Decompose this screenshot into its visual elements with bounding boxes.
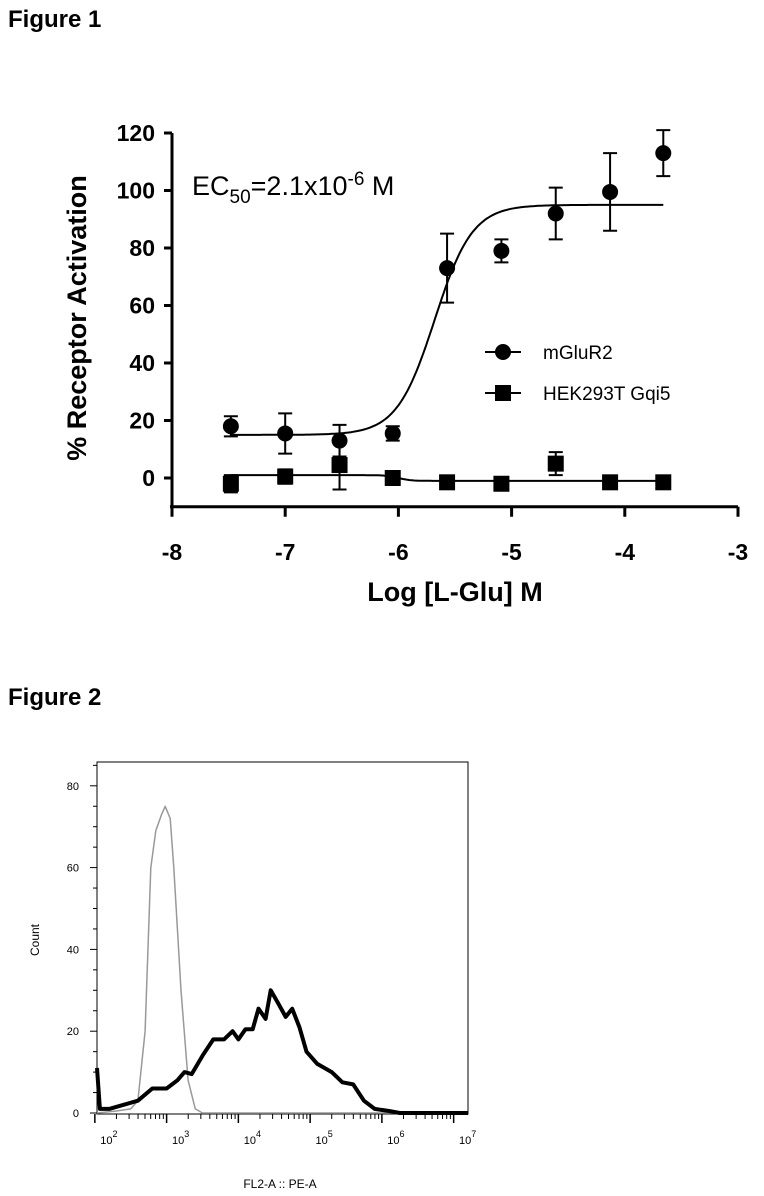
x-tick-base: 10 <box>459 1135 471 1147</box>
ec50-sup: -6 <box>348 169 365 190</box>
ec50-annotation: EC50=2.1x10-6 M <box>192 169 394 208</box>
y-tick-label: 20 <box>129 408 155 434</box>
y-axis-label: % Receptor Activation <box>62 175 92 461</box>
data-point-hek293t <box>222 475 239 492</box>
x-tick-label: 106 <box>387 1129 404 1147</box>
data-point-hek293t <box>493 475 510 492</box>
y-tick-label: 100 <box>117 178 155 204</box>
x-tick-label: 103 <box>172 1129 189 1147</box>
x-tick-label: -7 <box>275 539 295 565</box>
x-axis-label: FL2-A :: PE-A <box>243 1177 316 1191</box>
data-point-hek293t <box>547 455 564 472</box>
x-tick-exponent: 2 <box>112 1129 117 1139</box>
y-tick-label: 120 <box>117 120 155 146</box>
legend-marker-circle <box>495 344 511 360</box>
x-tick-label: 107 <box>459 1129 476 1147</box>
data-point-mglur2 <box>655 145 672 162</box>
y-tick-label: 40 <box>129 350 155 376</box>
ec50-suffix: M <box>364 171 394 201</box>
x-tick-exponent: 7 <box>471 1129 476 1139</box>
data-point-hek293t <box>331 457 348 474</box>
x-tick-label: -6 <box>388 539 408 565</box>
data-point-mglur2 <box>439 260 456 277</box>
x-tick-label: -5 <box>501 539 522 565</box>
x-tick-exponent: 5 <box>328 1129 333 1139</box>
x-axis-label: Log [L-Glu] M <box>367 577 542 607</box>
data-point-mglur2 <box>547 205 564 222</box>
data-point-mglur2 <box>493 242 510 259</box>
y-tick-label: 0 <box>73 1108 79 1120</box>
x-tick-label: -8 <box>162 539 183 565</box>
data-point-hek293t <box>655 474 672 491</box>
figure-1-title: Figure 1 <box>8 6 102 33</box>
x-tick-base: 10 <box>244 1135 256 1147</box>
y-tick-label: 20 <box>67 1026 79 1038</box>
histogram-mglur2 <box>95 988 468 1115</box>
x-tick-label: -3 <box>728 539 748 565</box>
x-tick-exponent: 3 <box>184 1129 189 1139</box>
x-tick-base: 10 <box>387 1135 399 1147</box>
ec50-mid: =2.1x10 <box>251 171 348 201</box>
data-point-hek293t <box>439 474 456 491</box>
x-tick-label: 104 <box>244 1129 261 1147</box>
y-tick-label: 60 <box>129 293 155 319</box>
y-tick-label: 0 <box>142 465 155 491</box>
data-point-mglur2 <box>222 418 239 435</box>
data-point-mglur2 <box>384 425 401 442</box>
plot-frame <box>96 761 469 1115</box>
data-point-mglur2 <box>602 183 619 200</box>
y-tick-label: 60 <box>67 863 79 875</box>
x-tick-base: 10 <box>172 1135 184 1147</box>
x-tick-exponent: 4 <box>256 1129 261 1139</box>
x-tick-label: 105 <box>315 1129 332 1147</box>
x-tick-label: 102 <box>100 1129 117 1147</box>
legend-label: HEK293T Gqi5 <box>543 384 670 405</box>
data-point-hek293t <box>602 474 619 491</box>
data-point-hek293t <box>384 470 401 486</box>
x-tick-base: 10 <box>315 1135 327 1147</box>
histogram-control <box>96 805 468 1114</box>
y-tick-label: 80 <box>67 781 79 793</box>
legend-marker-square <box>495 385 511 401</box>
x-tick-base: 10 <box>100 1135 112 1147</box>
legend-label: mGluR2 <box>543 343 613 364</box>
figure-2-title: Figure 2 <box>8 684 102 711</box>
y-axis-label: Count <box>28 923 42 956</box>
ec50-sub: 50 <box>230 187 251 208</box>
x-tick-exponent: 6 <box>400 1129 405 1139</box>
data-point-hek293t <box>277 468 294 485</box>
x-tick-label: -4 <box>615 539 636 565</box>
data-point-mglur2 <box>277 425 294 442</box>
ec50-prefix: EC <box>192 171 230 201</box>
y-tick-label: 80 <box>129 235 155 261</box>
y-tick-label: 40 <box>67 944 79 956</box>
